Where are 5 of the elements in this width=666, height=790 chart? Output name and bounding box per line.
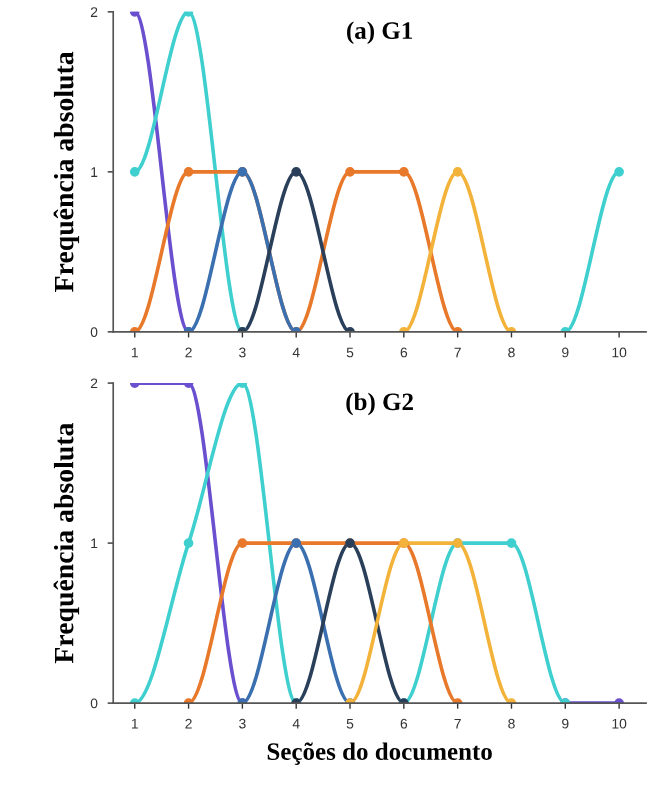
y-axis-title: Frequência absoluta — [53, 51, 80, 292]
chart-title: (a) G1 — [347, 21, 412, 45]
chart-title: (b) G2 — [346, 392, 413, 416]
y-axis-title: Frequência absoluta — [53, 422, 80, 664]
x-axis-title: Seções do documento — [267, 742, 492, 765]
